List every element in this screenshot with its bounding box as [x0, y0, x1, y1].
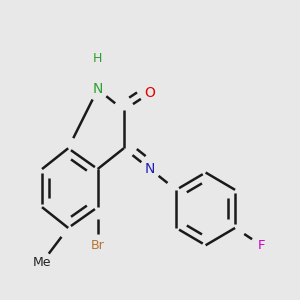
Text: N: N — [145, 162, 155, 176]
Text: F: F — [257, 239, 265, 252]
Text: Me: Me — [33, 256, 51, 269]
Text: Br: Br — [91, 239, 104, 252]
Text: H: H — [93, 52, 102, 65]
Text: N: N — [92, 82, 103, 96]
Text: O: O — [145, 86, 155, 100]
